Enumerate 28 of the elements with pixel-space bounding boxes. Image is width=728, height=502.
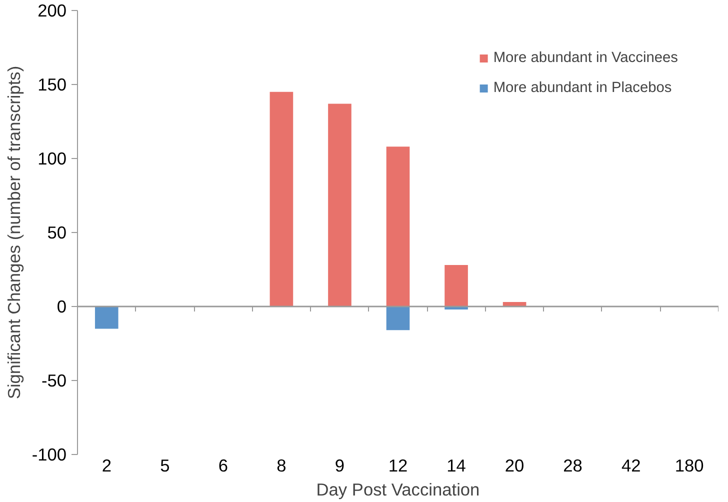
x-tick-label: 9 <box>334 456 345 476</box>
bar <box>328 104 352 306</box>
bar <box>386 306 410 330</box>
y-tick-label: 150 <box>38 74 67 94</box>
x-tick-label: 14 <box>446 456 466 476</box>
x-tick-label: 6 <box>218 456 228 476</box>
legend-label: More abundant in Vaccinees <box>493 50 678 66</box>
legend-label: More abundant in Placebos <box>493 80 672 96</box>
y-tick-label: 50 <box>47 222 67 242</box>
x-tick-label: 42 <box>621 456 641 476</box>
y-tick-label: 0 <box>56 296 67 316</box>
y-tick-label: -100 <box>32 444 67 464</box>
x-tick-label: 2 <box>102 456 112 476</box>
y-axis-title: Significant Changes (number of transcripts) <box>4 66 24 400</box>
x-tick-label: 28 <box>563 456 582 476</box>
y-tick-label: -50 <box>41 370 66 390</box>
x-tick-label: 12 <box>388 456 408 476</box>
bar <box>270 92 294 306</box>
bar <box>94 306 118 329</box>
x-tick-label: 5 <box>160 456 170 476</box>
y-tick-label: 200 <box>38 0 67 20</box>
x-tick-label: 8 <box>276 456 286 476</box>
x-tick-label: 20 <box>504 456 524 476</box>
y-tick-label: 100 <box>38 148 67 168</box>
x-tick-label: 180 <box>674 456 704 476</box>
bar <box>386 146 410 306</box>
bar <box>444 265 468 306</box>
x-axis-title: Day Post Vaccination <box>316 480 480 500</box>
